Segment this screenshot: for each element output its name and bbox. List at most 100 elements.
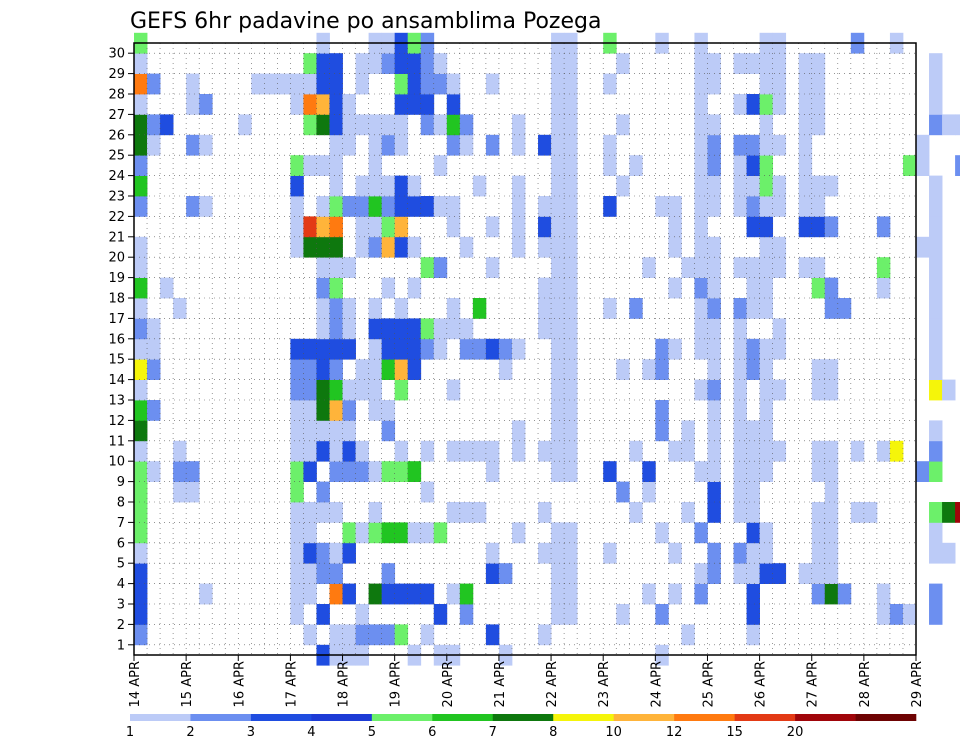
heatmap-cell bbox=[759, 175, 774, 197]
heatmap-cell bbox=[381, 400, 396, 421]
heatmap-cell bbox=[746, 277, 760, 299]
heatmap-cell bbox=[147, 359, 161, 380]
heatmap-cell bbox=[394, 379, 409, 401]
heatmap-cell bbox=[538, 216, 552, 238]
heatmap-cell bbox=[759, 359, 774, 380]
heatmap-cell bbox=[381, 420, 396, 442]
heatmap-cell bbox=[264, 73, 278, 95]
y-tick-label: 2 bbox=[117, 618, 125, 633]
heatmap-cell bbox=[511, 236, 526, 258]
heatmap-cell bbox=[394, 236, 409, 258]
heatmap-cell bbox=[459, 502, 474, 523]
heatmap-cell bbox=[681, 420, 695, 442]
heatmap-cell bbox=[368, 359, 383, 380]
heatmap-cell bbox=[772, 73, 787, 95]
heatmap-cell bbox=[824, 502, 839, 523]
heatmap-cell bbox=[564, 400, 578, 421]
heatmap-cell bbox=[876, 257, 891, 278]
heatmap-cell bbox=[564, 542, 578, 564]
heatmap-cell bbox=[342, 461, 356, 482]
heatmap-cell bbox=[916, 236, 930, 258]
heatmap-cell bbox=[929, 196, 943, 217]
heatmap-cell bbox=[733, 379, 747, 401]
heatmap-cell bbox=[746, 522, 760, 544]
heatmap-cell bbox=[407, 583, 422, 605]
heatmap-cell bbox=[407, 359, 422, 380]
heatmap-cell bbox=[368, 522, 383, 544]
colorbar-segment bbox=[674, 714, 735, 721]
heatmap-cell bbox=[433, 53, 448, 74]
colorbar-segment bbox=[371, 714, 433, 721]
heatmap-cell bbox=[603, 155, 617, 176]
x-tick-label: 29 APR bbox=[910, 661, 925, 707]
heatmap-cell bbox=[759, 461, 774, 482]
heatmap-cell bbox=[759, 563, 774, 584]
heatmap-cell bbox=[329, 338, 343, 360]
heatmap-cell bbox=[147, 114, 161, 136]
heatmap-cell bbox=[134, 359, 148, 380]
heatmap-cell bbox=[707, 542, 721, 564]
heatmap-cell bbox=[811, 53, 826, 74]
heatmap-cell bbox=[759, 94, 774, 115]
heatmap-cell bbox=[538, 134, 552, 156]
x-tick-label: 23 APR bbox=[597, 661, 612, 707]
colorbar-label: 3 bbox=[247, 725, 255, 740]
heatmap-cell bbox=[316, 298, 330, 319]
heatmap-cell bbox=[929, 379, 943, 401]
heatmap-cell bbox=[759, 400, 774, 421]
heatmap-cell bbox=[186, 134, 200, 156]
heatmap-cell bbox=[929, 338, 943, 360]
heatmap-cell bbox=[420, 481, 435, 503]
heatmap-cell bbox=[433, 257, 448, 278]
heatmap-cell bbox=[798, 196, 813, 217]
heatmap-cell bbox=[394, 318, 409, 340]
y-tick-label: 17 bbox=[108, 312, 125, 327]
heatmap-cell bbox=[407, 53, 422, 74]
heatmap-cell bbox=[381, 277, 396, 299]
heatmap-cell bbox=[511, 216, 526, 238]
heatmap-cell bbox=[381, 359, 396, 380]
heatmap-cell bbox=[316, 542, 330, 564]
heatmap-cell bbox=[316, 481, 330, 503]
heatmap-cell bbox=[316, 114, 330, 136]
heatmap-cell bbox=[746, 359, 760, 380]
heatmap-cell bbox=[407, 318, 422, 340]
heatmap-cell bbox=[564, 461, 578, 482]
heatmap-cell bbox=[446, 196, 461, 217]
heatmap-cell bbox=[368, 502, 383, 523]
heatmap-cell bbox=[733, 542, 747, 564]
heatmap-cell bbox=[551, 379, 565, 401]
heatmap-cell bbox=[316, 563, 330, 584]
y-tick-label: 27 bbox=[108, 108, 125, 123]
heatmap-cell bbox=[837, 583, 852, 605]
heatmap-cell bbox=[511, 440, 526, 462]
heatmap-cell bbox=[303, 379, 317, 401]
heatmap-cell bbox=[616, 175, 630, 197]
heatmap-cell bbox=[511, 114, 526, 136]
heatmap-cell bbox=[303, 359, 317, 380]
y-tick-label: 21 bbox=[108, 230, 125, 245]
heatmap-cell bbox=[707, 155, 721, 176]
colorbar-label: 5 bbox=[368, 725, 376, 740]
heatmap-cell bbox=[303, 94, 317, 115]
heatmap-cell bbox=[551, 359, 565, 380]
heatmap-cell bbox=[759, 298, 774, 319]
heatmap-cell bbox=[342, 440, 356, 462]
heatmap-cell bbox=[394, 114, 409, 136]
heatmap-cell bbox=[955, 155, 960, 176]
heatmap-cell bbox=[850, 502, 865, 523]
heatmap-cell bbox=[355, 604, 369, 625]
heatmap-cell bbox=[368, 298, 383, 319]
heatmap-cell bbox=[603, 134, 617, 156]
heatmap-cell bbox=[147, 338, 161, 360]
heatmap-cell bbox=[929, 359, 943, 380]
heatmap-cell bbox=[811, 196, 826, 217]
heatmap-cell bbox=[407, 196, 422, 217]
heatmap-cell bbox=[564, 216, 578, 238]
heatmap-cell bbox=[342, 196, 356, 217]
heatmap-cell bbox=[564, 236, 578, 258]
heatmap-cell bbox=[147, 400, 161, 421]
heatmap-cell bbox=[329, 318, 343, 340]
heatmap-cell bbox=[681, 502, 695, 523]
heatmap-cell bbox=[342, 624, 356, 646]
